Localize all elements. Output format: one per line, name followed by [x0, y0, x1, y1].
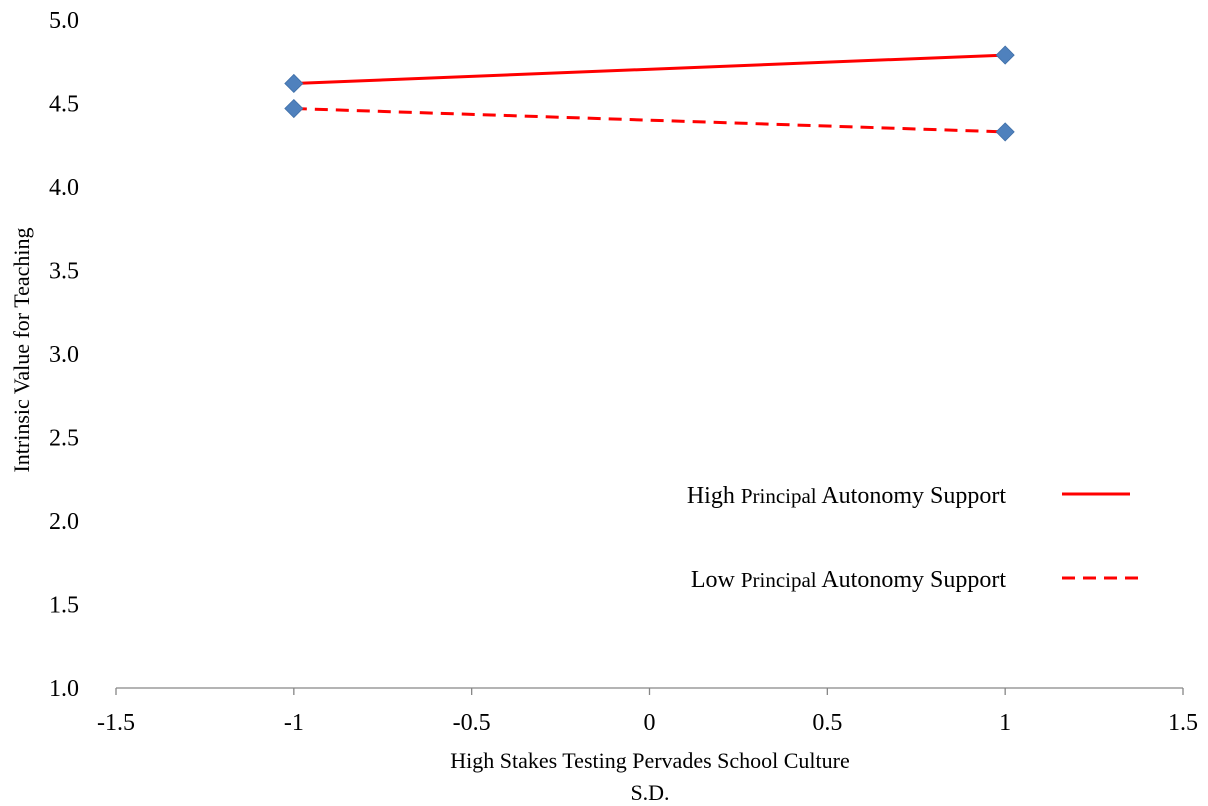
y-tick-label: 1.5	[49, 593, 79, 619]
legend-label: High Principal Autonomy Support	[687, 483, 1007, 509]
data-point-marker	[284, 73, 304, 94]
y-tick-label: 4.0	[49, 175, 79, 201]
x-tick-label: -0.5	[453, 710, 491, 736]
y-tick-label: 2.0	[49, 509, 79, 535]
x-tick-label: -1.5	[97, 710, 135, 736]
legend: High Principal Autonomy Support Low Princ…	[687, 483, 1138, 593]
data-point-marker	[995, 45, 1015, 65]
y-tick-label: 3.0	[49, 342, 79, 368]
y-axis-title: Intrinsic Value for Teaching	[9, 227, 34, 472]
legend-label: Low Principal Autonomy Support	[691, 567, 1007, 593]
axes: -1.5 -1 -0.5 0 0.5 1 1.5 1.0 1.5 2.0 2.5 3.0 3.5 4.0 4…	[49, 8, 1198, 736]
y-tick-label: 1.0	[49, 676, 79, 702]
data-markers	[284, 45, 1015, 142]
data-point-marker	[995, 122, 1015, 142]
series-line-low	[293, 107, 1006, 134]
y-tick-label: 3.5	[49, 259, 79, 285]
y-tick-label: 4.5	[49, 92, 79, 118]
y-tick-label: 2.5	[49, 426, 79, 452]
x-axis-unit: S.D.	[630, 780, 669, 805]
x-tick-label: -1	[284, 710, 304, 736]
y-tick-label: 5.0	[49, 8, 79, 34]
x-tick-label: 0.5	[812, 710, 842, 736]
series-lines	[293, 53, 1006, 134]
x-axis-title: High Stakes Testing Pervades School Cult…	[450, 748, 850, 773]
series-line-high	[293, 53, 1006, 85]
x-tick-label: 1.5	[1168, 710, 1198, 736]
x-tick-label: 0	[644, 710, 656, 736]
data-point-marker	[284, 98, 304, 119]
x-tick-label: 1	[999, 710, 1011, 736]
